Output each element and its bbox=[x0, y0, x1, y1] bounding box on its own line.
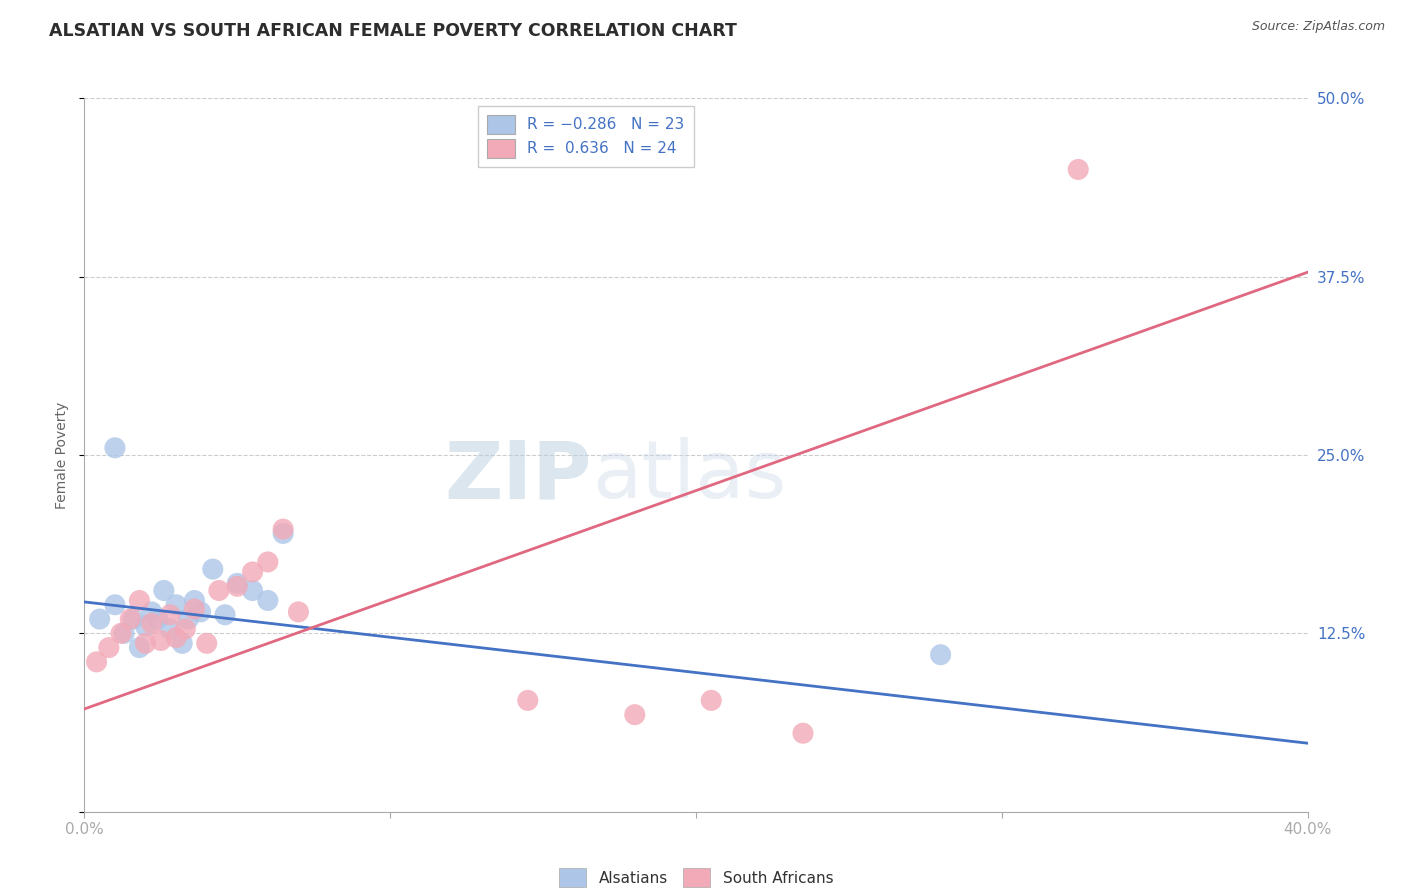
Point bbox=[141, 616, 163, 631]
Point bbox=[195, 636, 218, 650]
Point bbox=[112, 626, 135, 640]
Point bbox=[242, 565, 264, 579]
Point bbox=[159, 607, 181, 622]
Point bbox=[700, 693, 723, 707]
Point bbox=[159, 622, 181, 636]
Point bbox=[271, 526, 294, 541]
Point bbox=[201, 562, 224, 576]
Point bbox=[792, 726, 814, 740]
Point bbox=[226, 579, 249, 593]
Point bbox=[516, 693, 538, 707]
Point bbox=[271, 522, 294, 536]
Point bbox=[122, 612, 145, 626]
Point bbox=[165, 598, 187, 612]
Point bbox=[165, 631, 187, 645]
Text: ALSATIAN VS SOUTH AFRICAN FEMALE POVERTY CORRELATION CHART: ALSATIAN VS SOUTH AFRICAN FEMALE POVERTY… bbox=[49, 22, 737, 40]
Point bbox=[624, 707, 647, 722]
Point bbox=[120, 612, 142, 626]
Point bbox=[86, 655, 108, 669]
Point bbox=[177, 612, 200, 626]
Text: ZIP: ZIP bbox=[444, 437, 592, 516]
Point bbox=[183, 602, 205, 616]
Point bbox=[146, 612, 169, 626]
Point bbox=[174, 622, 197, 636]
Point bbox=[226, 576, 249, 591]
Point bbox=[135, 636, 157, 650]
Point bbox=[110, 626, 132, 640]
Point bbox=[214, 607, 236, 622]
Point bbox=[97, 640, 120, 655]
Point bbox=[242, 583, 264, 598]
Point bbox=[172, 636, 194, 650]
Point bbox=[89, 612, 111, 626]
Point bbox=[190, 605, 212, 619]
Point bbox=[104, 598, 127, 612]
Y-axis label: Female Poverty: Female Poverty bbox=[55, 401, 69, 508]
Point bbox=[153, 583, 176, 598]
Point bbox=[1067, 162, 1090, 177]
Point bbox=[257, 555, 280, 569]
Legend: Alsatians, South Africans: Alsatians, South Africans bbox=[553, 863, 839, 892]
Point bbox=[257, 593, 280, 607]
Point bbox=[128, 593, 150, 607]
Point bbox=[929, 648, 952, 662]
Point bbox=[149, 633, 172, 648]
Point bbox=[104, 441, 127, 455]
Point bbox=[135, 619, 157, 633]
Point bbox=[128, 640, 150, 655]
Text: Source: ZipAtlas.com: Source: ZipAtlas.com bbox=[1251, 20, 1385, 33]
Text: atlas: atlas bbox=[592, 437, 786, 516]
Point bbox=[287, 605, 309, 619]
Point bbox=[208, 583, 231, 598]
Point bbox=[183, 593, 205, 607]
Point bbox=[141, 605, 163, 619]
